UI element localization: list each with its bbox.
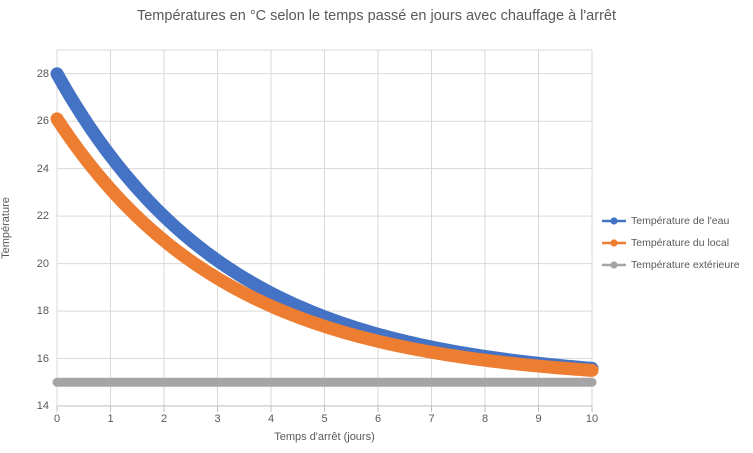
x-axis-title: Temps d'arrêt (jours) xyxy=(274,431,375,443)
x-tick-label: 4 xyxy=(267,413,275,425)
y-tick-label: 22 xyxy=(36,210,49,223)
legend-item-eau: Température de l'eau xyxy=(601,210,751,232)
y-tick-label: 24 xyxy=(36,162,49,175)
y-tick-label: 26 xyxy=(36,115,49,128)
legend-line-marker-icon xyxy=(602,239,626,247)
legend-label: Température de l'eau xyxy=(631,215,730,227)
x-tick-label: 3 xyxy=(214,413,221,425)
legend-line-marker-icon xyxy=(602,217,626,225)
x-tick-label: 0 xyxy=(53,413,61,425)
legend-item-local: Température du local xyxy=(601,232,751,254)
y-tick-label: 18 xyxy=(36,305,49,318)
legend-line-marker-icon xyxy=(602,261,626,269)
x-tick-label: 6 xyxy=(374,413,382,425)
legend-label: Température extérieure xyxy=(631,259,740,271)
y-axis-title: Température xyxy=(0,197,12,259)
x-tick-label: 10 xyxy=(585,413,599,425)
x-tick-label: 5 xyxy=(321,413,328,425)
legend-label: Température du local xyxy=(631,237,730,249)
y-tick-label: 28 xyxy=(36,67,49,80)
x-tick-label: 8 xyxy=(481,413,489,425)
chart-title: Températures en °C selon le temps passé … xyxy=(136,8,616,24)
x-tick-label: 7 xyxy=(428,413,435,425)
x-tick-label: 2 xyxy=(160,413,168,425)
series-line-1 xyxy=(50,112,599,377)
legend-item-exterieure: Température extérieure xyxy=(601,254,751,276)
x-tick-label: 1 xyxy=(107,413,114,425)
x-tick-label: 9 xyxy=(535,413,542,425)
legend: Température de l'eau Température du loca… xyxy=(601,210,751,276)
y-tick-label: 16 xyxy=(36,352,49,365)
y-tick-label: 20 xyxy=(36,257,49,270)
y-tick-label: 14 xyxy=(36,400,49,412)
